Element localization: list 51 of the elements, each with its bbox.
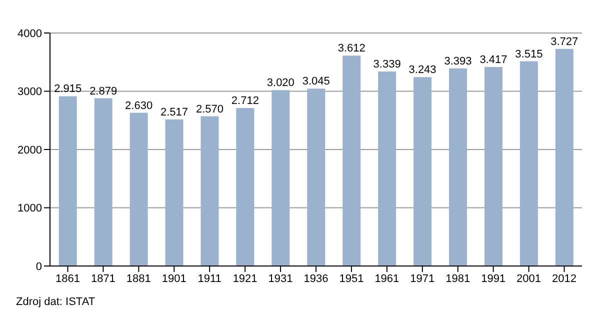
data-label: 3.393 xyxy=(444,55,472,68)
y-tick-label: 0 xyxy=(36,260,42,273)
data-label: 3.020 xyxy=(266,77,294,90)
bar xyxy=(272,90,290,266)
x-tick-label: 2012 xyxy=(552,272,577,285)
bar xyxy=(236,108,254,266)
x-tick-label: 1931 xyxy=(268,272,293,285)
data-label: 2.630 xyxy=(125,100,153,112)
y-tick-label: 1000 xyxy=(18,202,42,215)
data-label: 3.612 xyxy=(338,42,366,55)
data-label: 3.045 xyxy=(302,76,330,88)
text: Zdroj dat: ISTAT xyxy=(16,296,96,308)
x-tick-label: 1921 xyxy=(232,272,258,285)
y-tick-label: 4000 xyxy=(18,28,42,40)
bar xyxy=(130,112,148,266)
y-tick-label: 3000 xyxy=(18,86,42,98)
x-tick-label: 2001 xyxy=(516,272,542,285)
bar xyxy=(342,56,361,266)
x-tick-label: 1881 xyxy=(126,272,151,285)
bar xyxy=(307,88,326,266)
data-label: 2.879 xyxy=(90,85,118,98)
x-tick-label: 1951 xyxy=(339,272,364,285)
data-label: 2.570 xyxy=(196,103,224,116)
x-tick-label: 1871 xyxy=(90,272,116,285)
x-tick-label: 1991 xyxy=(481,272,506,285)
x-tick-label: 1936 xyxy=(304,272,328,285)
bar xyxy=(200,116,219,266)
y-tick-label: 2000 xyxy=(18,144,42,156)
bar xyxy=(555,48,574,266)
bar xyxy=(520,61,538,266)
x-tick-label: 1861 xyxy=(55,272,80,285)
x-tick-label: 1971 xyxy=(410,272,435,285)
data-label: 3.339 xyxy=(373,58,401,71)
data-label: 2.517 xyxy=(160,106,188,118)
data-label: 2.915 xyxy=(54,83,82,96)
data-label: 3.243 xyxy=(408,64,436,76)
x-tick-label: 1961 xyxy=(374,272,400,285)
data-label: 3.727 xyxy=(550,36,578,48)
bar xyxy=(449,68,467,266)
bar xyxy=(414,77,432,266)
bar xyxy=(484,66,502,266)
x-tick-label: 1981 xyxy=(446,272,470,285)
x-tick-label: 1901 xyxy=(162,272,186,285)
data-label: 2.712 xyxy=(231,95,259,108)
bar xyxy=(94,98,112,266)
data-label: 3.417 xyxy=(480,54,508,66)
bar xyxy=(58,96,77,266)
x-tick-label: 1911 xyxy=(198,272,222,285)
bar xyxy=(378,72,396,266)
bar xyxy=(165,119,184,266)
data-label: 3.515 xyxy=(515,48,543,60)
